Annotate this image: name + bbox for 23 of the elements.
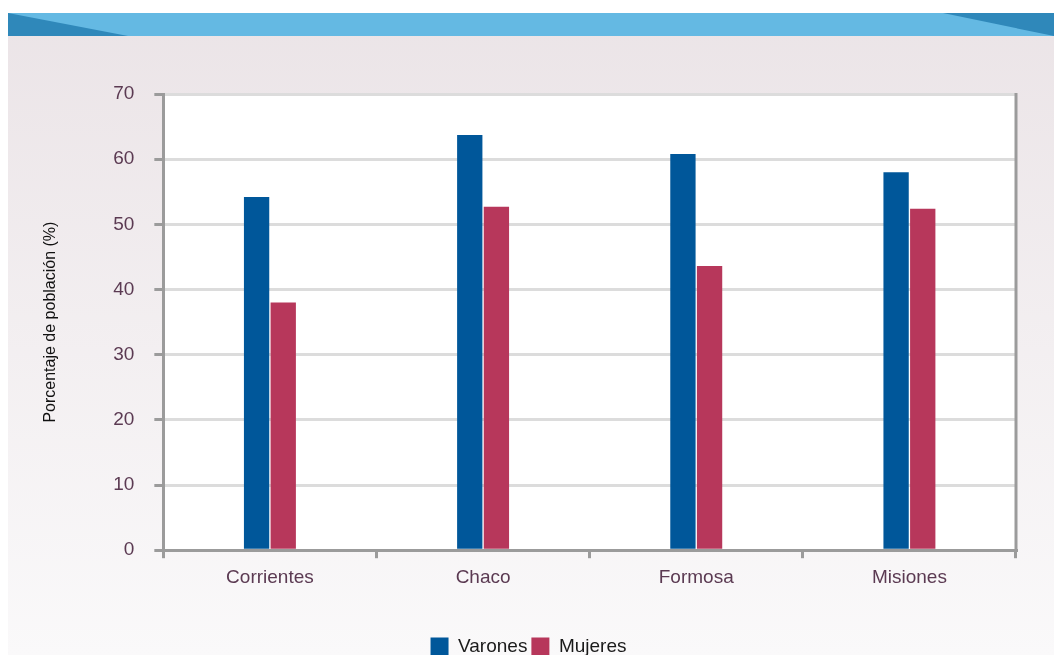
y-tick-label: 50	[113, 212, 135, 234]
x-tick-label: Misiones	[871, 565, 947, 587]
bar	[910, 208, 936, 549]
y-tick-label: 40	[113, 277, 135, 299]
bar	[883, 172, 909, 549]
y-tick-label: 10	[113, 473, 135, 495]
bar	[457, 135, 483, 549]
legend-label: Mujeres	[558, 634, 627, 655]
bar	[696, 266, 723, 549]
bar	[270, 302, 296, 549]
y-tick-label: 60	[113, 147, 135, 169]
y-axis-title: Porcentaje de población (%)	[41, 221, 59, 423]
y-tick-label: 70	[113, 82, 135, 104]
x-tick-label: Chaco	[455, 565, 511, 587]
x-tick-label: Formosa	[658, 565, 735, 587]
x-tick-label: Corrientes	[226, 565, 314, 587]
y-tick-label: 0	[123, 538, 135, 560]
legend-label: Varones	[458, 634, 528, 655]
bar	[243, 196, 270, 549]
y-tick-label: 30	[113, 342, 135, 364]
y-tick-label: 20	[113, 408, 135, 430]
bar	[483, 206, 510, 549]
bar	[670, 153, 696, 549]
